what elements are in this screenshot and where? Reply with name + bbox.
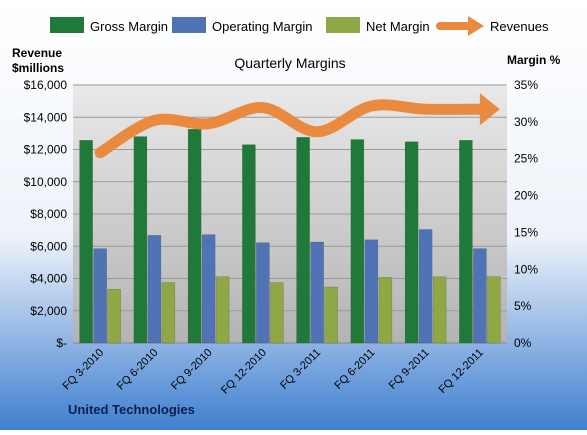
- right-axis-tick-label: 15%: [514, 225, 538, 239]
- legend-swatch-net-margin: [326, 17, 360, 33]
- left-axis-title-line1: Revenue: [12, 46, 62, 60]
- left-axis-tick-label: $6,000: [30, 239, 67, 253]
- right-axis-title: Margin %: [507, 53, 561, 67]
- left-axis-tick-label: $-: [56, 336, 67, 350]
- chart-title: Quarterly Margins: [234, 55, 345, 71]
- company-label: United Technologies: [68, 402, 195, 417]
- bar-gross-margin: [459, 140, 473, 344]
- right-axis-tick-label: 0%: [514, 336, 532, 350]
- right-axis-tick-label: 5%: [514, 299, 532, 313]
- bar-gross-margin: [187, 128, 202, 344]
- right-axis-tick-label: 10%: [514, 262, 538, 276]
- legend-label: Operating Margin: [212, 19, 312, 34]
- left-axis-tick-label: $14,000: [24, 110, 68, 124]
- bar-gross-margin: [133, 136, 148, 344]
- legend: Gross Margin Operating Margin Net Margin Re…: [50, 16, 549, 36]
- bar-net-margin: [215, 276, 230, 344]
- legend-label: Net Margin: [366, 19, 430, 34]
- bar-operating-margin: [256, 242, 270, 344]
- bar-gross-margin: [404, 141, 419, 344]
- revenue-line-arrowhead: [479, 93, 500, 126]
- left-axis-tick-label: $2,000: [30, 304, 67, 318]
- bar-operating-margin: [473, 248, 487, 344]
- bars-group: [79, 128, 501, 344]
- right-axis-tick-label: 20%: [514, 189, 538, 203]
- bar-operating-margin: [364, 239, 379, 344]
- revenue-line-group: [94, 93, 500, 159]
- bar-gross-margin: [350, 139, 365, 344]
- legend-label: Revenues: [490, 19, 549, 34]
- legend-label: Gross Margin: [90, 19, 168, 34]
- bar-operating-margin: [93, 248, 107, 344]
- bar-net-margin: [432, 276, 447, 344]
- bar-net-margin: [107, 288, 121, 344]
- legend-swatch-gross-margin: [50, 17, 84, 33]
- bar-net-margin: [270, 282, 284, 344]
- right-axis-tick-label: 25%: [514, 152, 538, 166]
- right-axis-tick-label: 30%: [514, 115, 538, 129]
- right-axis-tick-label: 35%: [514, 78, 538, 92]
- left-axis-title-line2: $millions: [12, 61, 64, 75]
- bar-operating-margin: [201, 234, 216, 344]
- bar-gross-margin: [79, 140, 93, 344]
- bar-operating-margin: [310, 241, 324, 344]
- bar-net-margin: [324, 286, 338, 344]
- revenue-line: [94, 99, 486, 159]
- left-axis-tick-label: $16,000: [24, 78, 68, 92]
- bar-gross-margin: [296, 137, 310, 344]
- left-axis-tick-label: $8,000: [30, 207, 67, 221]
- bar-operating-margin: [418, 229, 433, 344]
- bar-operating-margin: [147, 235, 162, 344]
- left-axis-tick-label: $12,000: [24, 143, 68, 157]
- legend-swatch-operating-margin: [172, 17, 206, 33]
- legend-arrow-revenues: [468, 16, 484, 36]
- bar-net-margin: [161, 282, 176, 344]
- left-axis-tick-label: $4,000: [30, 272, 67, 286]
- left-axis-tick-label: $10,000: [24, 175, 68, 189]
- bar-net-margin: [487, 276, 501, 344]
- bar-gross-margin: [242, 144, 256, 344]
- bar-net-margin: [378, 277, 393, 344]
